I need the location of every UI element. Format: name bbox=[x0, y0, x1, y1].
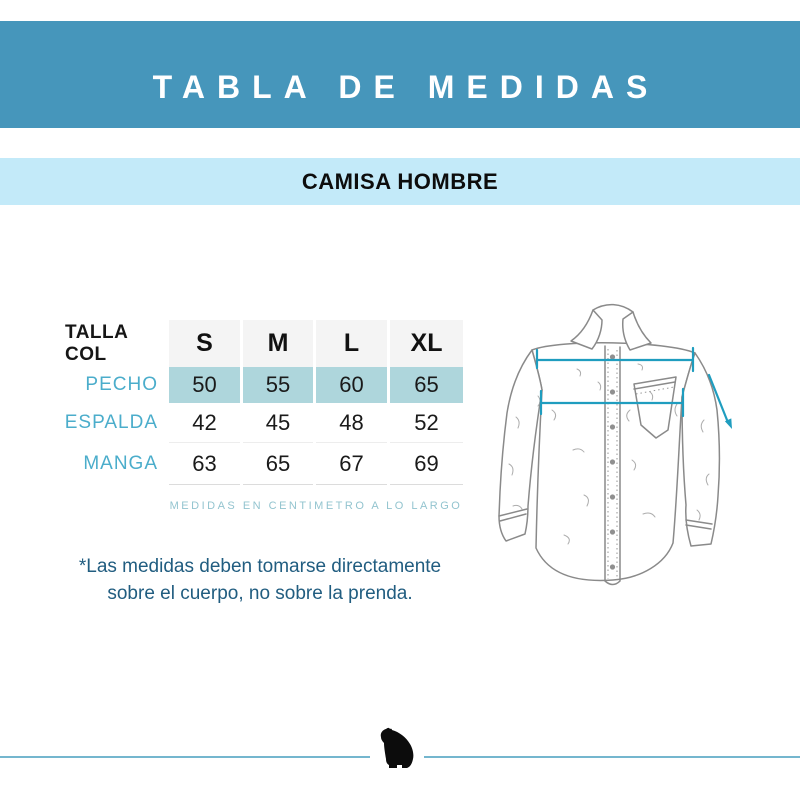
table-cell-manga-s: 63 bbox=[169, 443, 240, 485]
table-cell-manga-xl: 69 bbox=[390, 443, 463, 485]
table-cell-pecho-s: 50 bbox=[169, 367, 240, 403]
table-cell-manga-m: 65 bbox=[243, 443, 313, 485]
units-note: MEDIDAS EN CENTIMETRO A LO LARGO bbox=[169, 500, 463, 512]
size-column-header-s: S bbox=[169, 320, 240, 367]
capybara-icon bbox=[380, 727, 414, 768]
shirt-diagram bbox=[480, 292, 760, 612]
size-table: TALLA COL S M L XL PECHO 50 55 60 65 ESP… bbox=[65, 320, 463, 485]
table-cell-pecho-l: 60 bbox=[316, 367, 387, 403]
row-label-manga: MANGA bbox=[83, 453, 158, 474]
measurement-disclaimer: *Las medidas deben tomarse directamente … bbox=[30, 553, 490, 607]
table-cell-espalda-xl: 52 bbox=[390, 403, 463, 443]
size-column-header-xl: XL bbox=[390, 320, 463, 367]
sleeve-measure-arrow bbox=[707, 373, 732, 429]
page-title: TABLA DE MEDIDAS bbox=[152, 69, 660, 105]
product-title: CAMISA HOMBRE bbox=[301, 168, 499, 194]
table-cell-espalda-m: 45 bbox=[243, 403, 313, 443]
table-cell-manga-l: 67 bbox=[316, 443, 387, 485]
disclaimer-line-1: *Las medidas deben tomarse directamente bbox=[78, 556, 442, 577]
disclaimer-line-2: sobre el cuerpo, no sobre la prenda. bbox=[107, 583, 413, 604]
back-measure-line bbox=[539, 387, 685, 418]
brand-logo bbox=[376, 727, 416, 770]
title-band: TABLA DE MEDIDAS bbox=[0, 21, 800, 128]
table-cell-pecho-xl: 65 bbox=[390, 367, 463, 403]
table-corner-label: TALLA COL bbox=[65, 321, 128, 365]
size-column-header-l: L bbox=[316, 320, 387, 367]
table-cell-pecho-m: 55 bbox=[243, 367, 313, 403]
chest-measure-line bbox=[535, 346, 695, 373]
table-cell-espalda-l: 48 bbox=[316, 403, 387, 443]
subtitle-band: CAMISA HOMBRE bbox=[0, 158, 800, 205]
row-label-pecho: PECHO bbox=[85, 374, 158, 395]
size-column-header-m: M bbox=[243, 320, 313, 367]
mens-shirt-sketch-icon bbox=[498, 303, 732, 586]
table-cell-espalda-s: 42 bbox=[169, 403, 240, 443]
row-label-espalda: ESPALDA bbox=[64, 412, 158, 433]
footer-divider-right bbox=[424, 756, 800, 758]
footer-divider-left bbox=[0, 756, 370, 758]
